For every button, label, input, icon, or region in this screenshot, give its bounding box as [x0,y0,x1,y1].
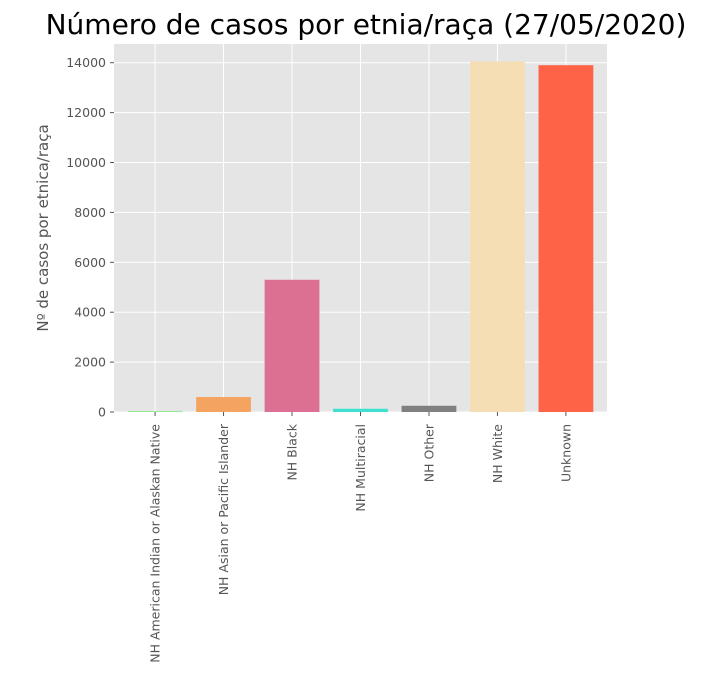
x-tick-label: NH American Indian or Alaskan Native [148,424,163,663]
y-tick-label: 12000 [66,105,106,120]
bar [264,279,320,412]
bar [333,408,388,412]
y-tick-label: 10000 [66,155,106,170]
y-tick-label: 4000 [74,305,106,320]
x-tick-label: NH Asian or Pacific Islander [216,423,231,595]
y-axis-ticks: 0 2000 4000 6000 8000 10000 12000 14000 [66,55,114,420]
bar [538,65,594,412]
x-axis-ticks: NH American Indian or Alaskan Native NH A… [148,412,573,663]
x-tick-label: NH Multiracial [353,424,368,512]
bars-group [127,61,594,412]
bar [127,411,183,412]
bar [401,405,457,412]
x-tick-label: NH Black [285,423,300,480]
y-axis-label: Nº de casos por etnica/raça [34,124,52,331]
y-tick-label: 14000 [66,55,106,70]
chart-title: Número de casos por etnia/raça (27/05/20… [46,8,687,41]
x-tick-label: NH White [490,424,505,483]
x-tick-label: NH Other [421,423,436,482]
y-tick-label: 6000 [74,255,106,270]
y-tick-label: 0 [98,405,106,420]
x-tick-label: Unknown [558,424,573,482]
y-tick-label: 8000 [74,205,106,220]
bar [196,397,251,412]
y-tick-label: 2000 [74,355,106,370]
bar [470,61,525,412]
